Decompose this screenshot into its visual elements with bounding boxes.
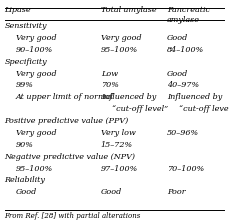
Text: Reliability: Reliability (5, 176, 45, 184)
Text: 40–97%: 40–97% (167, 81, 199, 89)
Text: 90%: 90% (16, 141, 34, 149)
Text: Good: Good (167, 70, 188, 77)
Text: Very good: Very good (16, 70, 57, 77)
Text: Poor: Poor (167, 188, 186, 196)
Text: From Ref. [28] with partial alterations: From Ref. [28] with partial alterations (5, 212, 141, 220)
Text: 95–100%: 95–100% (16, 165, 53, 172)
Text: 70–100%: 70–100% (167, 165, 204, 172)
Text: “cut-off level”: “cut-off level” (112, 105, 169, 113)
Text: amylase: amylase (167, 16, 200, 24)
Text: Good: Good (101, 188, 122, 196)
Text: 90–100%: 90–100% (16, 46, 53, 54)
Text: 97–100%: 97–100% (101, 165, 138, 172)
Text: Very low: Very low (101, 129, 136, 137)
Text: Lipase: Lipase (5, 6, 31, 13)
Text: Good: Good (167, 34, 188, 42)
Text: 70%: 70% (101, 81, 119, 89)
Text: 95–100%: 95–100% (101, 46, 138, 54)
Text: At upper limit of normal: At upper limit of normal (16, 93, 114, 101)
Text: Specificity: Specificity (5, 58, 47, 66)
Text: Negative predictive value (NPV): Negative predictive value (NPV) (5, 153, 136, 161)
Text: Very good: Very good (16, 34, 57, 42)
Text: Influenced by: Influenced by (167, 93, 222, 101)
Text: Influenced by: Influenced by (101, 93, 156, 101)
Text: 15–72%: 15–72% (101, 141, 133, 149)
Text: Total amylase: Total amylase (101, 6, 156, 13)
Text: “cut-off level”: “cut-off level” (179, 105, 229, 113)
Text: Pancreatic: Pancreatic (167, 6, 210, 13)
Text: Very good: Very good (16, 129, 57, 137)
Text: 84–100%: 84–100% (167, 46, 204, 54)
Text: 50–96%: 50–96% (167, 129, 199, 137)
Text: Good: Good (16, 188, 37, 196)
Text: Sensitivity: Sensitivity (5, 22, 47, 30)
Text: Low: Low (101, 70, 118, 77)
Text: Positive predictive value (PPV): Positive predictive value (PPV) (5, 117, 129, 125)
Text: Very good: Very good (101, 34, 141, 42)
Text: 99%: 99% (16, 81, 34, 89)
